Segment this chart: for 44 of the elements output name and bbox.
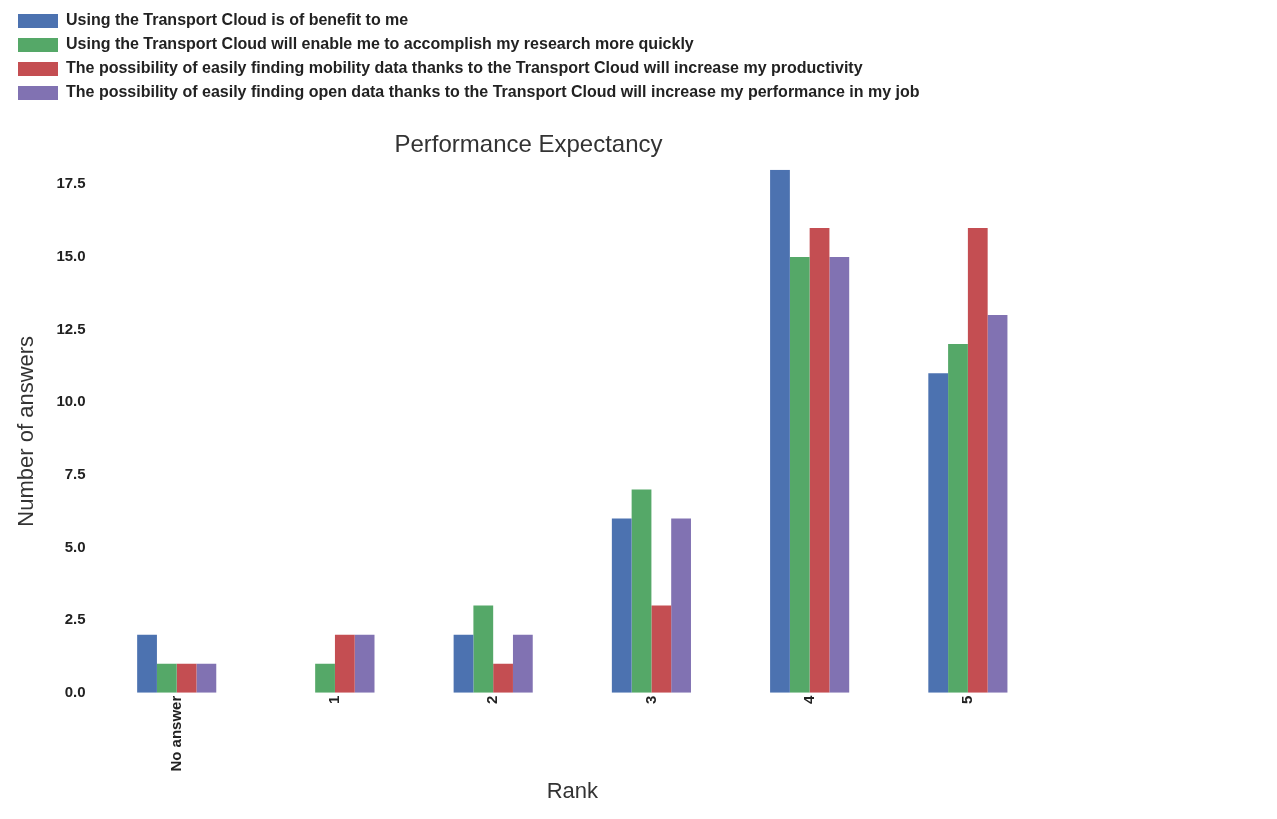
bar (176, 663, 197, 693)
bar (631, 489, 652, 693)
x-tick-label: 5 (958, 695, 976, 705)
legend-label: Using the Transport Cloud is of benefit to me (66, 11, 409, 29)
bar (512, 634, 533, 693)
bar (651, 605, 672, 693)
x-tick-label: 3 (641, 695, 659, 705)
bar (829, 256, 850, 693)
y-tick-label: 15.0 (56, 247, 86, 265)
bar (948, 344, 968, 693)
bar (770, 169, 790, 693)
y-axis-title: Number of answers (13, 335, 39, 527)
x-tick-label: 4 (799, 695, 817, 705)
bar (809, 227, 830, 693)
bar (671, 518, 691, 693)
y-tick-label: 12.5 (56, 319, 86, 337)
chart-title: Performance Expectancy (394, 130, 663, 158)
bar (196, 663, 217, 693)
bar (789, 256, 810, 693)
bar (987, 315, 1008, 693)
bar (354, 634, 375, 693)
y-tick-label: 17.5 (56, 174, 86, 192)
legend-label: Using the Transport Cloud will enable me to accomplish my research more quickly (66, 35, 694, 53)
bar (473, 605, 494, 693)
y-tick-label: 2.5 (64, 610, 86, 628)
bar (928, 373, 949, 693)
legend-label: The possibility of easily finding open data thanks to the Transport Cloud will increase my performance in my job (66, 83, 920, 101)
y-tick-label: 5.0 (64, 537, 86, 555)
x-tick-label: No answer (166, 695, 184, 772)
bar (334, 634, 355, 693)
x-axis-title: Rank (546, 777, 599, 803)
bar (315, 663, 335, 693)
y-tick-label: 10.0 (56, 392, 86, 410)
x-tick-label: 2 (483, 695, 501, 705)
bar (493, 663, 513, 693)
bar (137, 634, 157, 693)
legend-label: The possibility of easily finding mobility data thanks to the Transport Cloud will increase my productivity (66, 59, 863, 77)
y-tick-label: 0.0 (64, 682, 86, 700)
bar (156, 663, 177, 693)
bar (611, 518, 632, 693)
bar (967, 227, 988, 693)
bar (453, 634, 474, 693)
x-tick-label: 1 (325, 695, 343, 705)
y-tick-label: 7.5 (64, 464, 86, 482)
